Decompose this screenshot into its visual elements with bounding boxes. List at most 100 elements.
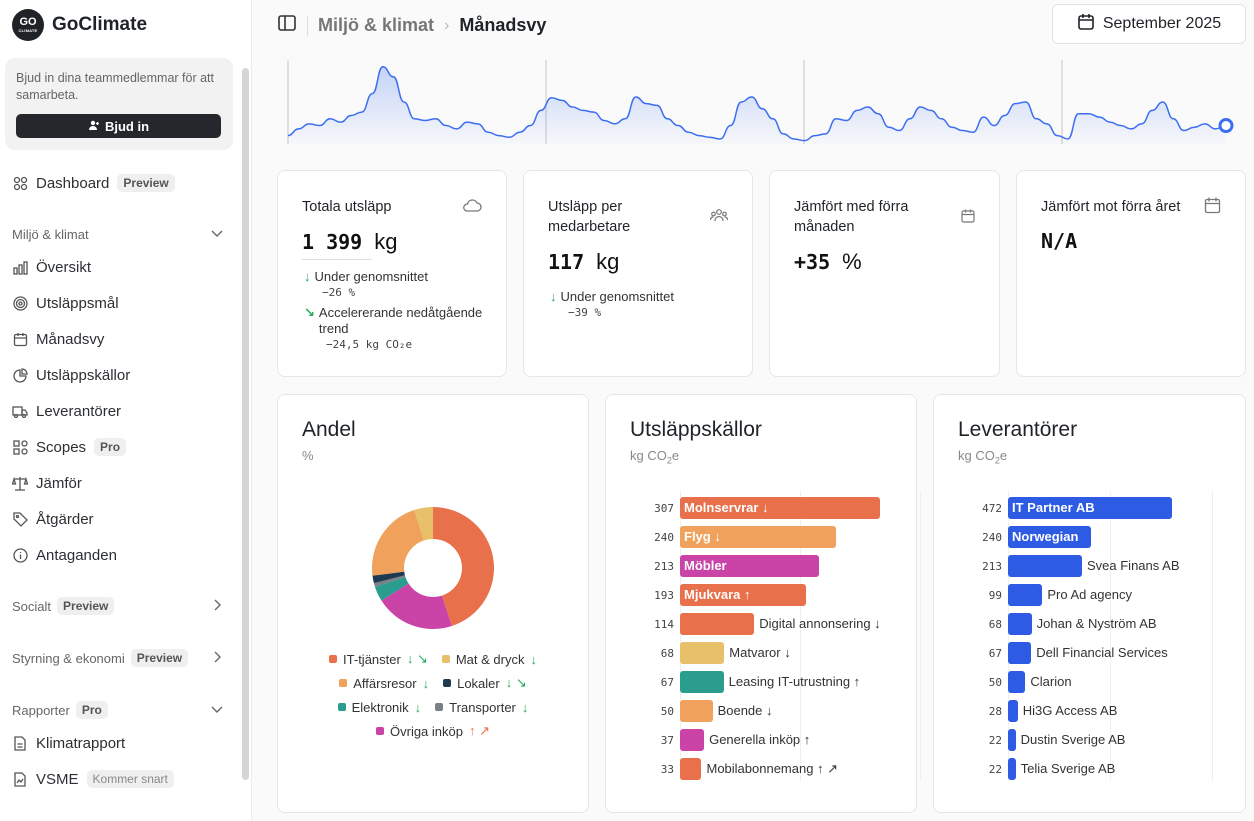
sidebar: GO CLIMATE GoClimate Bjud in dina teammed… (0, 0, 252, 821)
bar[interactable] (680, 526, 837, 548)
bar[interactable] (1008, 729, 1016, 751)
bar[interactable] (680, 555, 819, 577)
chevron-down-icon (210, 702, 224, 719)
bar-label: Dell Financial Services (1036, 645, 1168, 660)
nav-utslappskallor[interactable]: Utsläppskällor (12, 365, 130, 385)
legend-swatch (441, 655, 450, 663)
bar[interactable] (680, 613, 755, 635)
target-icon (12, 295, 28, 311)
nav-jamfor[interactable]: Jämför (12, 473, 82, 493)
legend-label: Transporter (449, 699, 516, 715)
gridline (680, 491, 681, 781)
section-rapporter[interactable]: Rapporter Pro (12, 701, 224, 719)
bar[interactable] (1008, 526, 1092, 548)
donut-slice-lokaler[interactable] (372, 571, 405, 584)
monthly-timeline-chart[interactable] (278, 52, 1246, 152)
bar[interactable] (680, 497, 880, 519)
bar-label: Generella inköp ↑ (709, 732, 811, 747)
bar[interactable] (680, 671, 724, 693)
section-miljo[interactable]: Miljö & klimat (12, 226, 224, 243)
timeline-area (288, 66, 1226, 144)
bar[interactable] (1008, 700, 1018, 722)
invite-button[interactable]: Bjud in (16, 114, 221, 138)
breadcrumb-manadsvy: Månadsvy (459, 15, 547, 35)
donut-slice-övriga-inköp[interactable] (381, 583, 452, 629)
chart-subtitle: kg CO2e (958, 448, 1008, 466)
brand[interactable]: GO CLIMATE GoClimate (12, 9, 147, 41)
bar[interactable] (1008, 758, 1016, 780)
nav-vsme[interactable]: VSME Kommer snart (12, 769, 174, 789)
document-chart-icon (12, 771, 28, 787)
section-rapporter-label: Rapporter (12, 702, 70, 718)
bar[interactable] (1008, 584, 1043, 606)
month-picker-button[interactable]: September 2025 (1052, 4, 1246, 44)
bar[interactable] (680, 758, 702, 780)
bar[interactable] (1008, 497, 1172, 519)
nav-manadsvy[interactable]: Månadsvy (12, 329, 104, 349)
bar-value: 114 (654, 618, 674, 631)
bar-label: Mjukvara ↑ (684, 587, 751, 602)
nav-klimatrapport[interactable]: Klimatrapport (12, 733, 125, 753)
bar-label: Möbler (684, 558, 727, 573)
nav-oversikt[interactable]: Översikt (12, 257, 91, 277)
bar-value: 67 (660, 676, 674, 689)
scale-icon (12, 475, 28, 491)
nav-label: Klimatrapport (36, 734, 126, 752)
donut-slice-elektronik[interactable] (374, 576, 409, 601)
bar[interactable] (1008, 555, 1082, 577)
legend-swatch (337, 703, 346, 711)
bar[interactable] (1008, 642, 1032, 664)
bar-label: Flyg ↓ (684, 529, 721, 544)
bar-value: 22 (988, 734, 1002, 747)
donut-slice-affärsresor[interactable] (372, 509, 425, 576)
nav-label: Jämför (36, 474, 82, 492)
bar[interactable] (1008, 613, 1032, 635)
nav-utslappsmal[interactable]: Utsläppsmål (12, 293, 119, 313)
legend-item[interactable]: Transporter ↓ (435, 700, 528, 715)
sidebar-scrollbar[interactable] (242, 68, 249, 780)
legend-item[interactable]: Elektronik ↓ (337, 700, 421, 715)
bar-label: Dustin Sverige AB (1020, 732, 1126, 747)
nav-dashboard[interactable]: Dashboard Preview (12, 173, 175, 193)
trend-below-average: ↓ Under genomsnittet −39 % (550, 289, 674, 319)
legend-item[interactable]: IT-tjänster ↓ ↘ (329, 651, 428, 667)
nav-atgarder[interactable]: Åtgärder (12, 509, 94, 529)
bar-value: 68 (660, 647, 674, 660)
legend-item[interactable]: Affärsresor ↓ (339, 676, 429, 691)
calendar-icon (961, 209, 975, 228)
legend-item[interactable]: Lokaler ↓ ↘ (443, 675, 527, 691)
nav-scopes[interactable]: Scopes Pro (12, 437, 127, 457)
invite-panel: Bjud in dina teammedlemmar för att samar… (5, 58, 233, 150)
preview-badge: Preview (57, 597, 115, 615)
legend-label: IT-tjänster (343, 651, 401, 667)
section-socialt[interactable]: Socialt Preview (12, 597, 224, 615)
bar-value: 99 (988, 589, 1002, 602)
bar[interactable] (680, 729, 705, 751)
invite-button-label: Bjud in (104, 118, 150, 134)
legend-item[interactable]: Mat & dryck ↓ (441, 652, 537, 667)
sidebar-toggle-icon[interactable] (277, 13, 297, 38)
donut-slice-mat-dryck[interactable] (414, 507, 433, 541)
breadcrumb-miljo[interactable]: Miljö & klimat (318, 15, 435, 35)
chart-subtitle: kg CO2e (630, 448, 680, 466)
chart-title: Leverantörer (958, 418, 1078, 441)
tag-icon (12, 511, 28, 527)
preview-badge: Preview (130, 649, 189, 667)
bar[interactable] (1008, 671, 1026, 693)
stat-value: 1 399 kg (302, 229, 398, 254)
donut-slice-it-tjänster[interactable] (433, 507, 494, 627)
bar[interactable] (680, 584, 806, 606)
nav-antaganden[interactable]: Antaganden (12, 545, 117, 565)
bar[interactable] (680, 700, 713, 722)
legend-swatch (329, 655, 338, 663)
nav-leverantorer[interactable]: Leverantörer (12, 401, 121, 421)
section-styrning[interactable]: Styrning & ekonomi Preview (12, 649, 224, 667)
gridline (920, 491, 921, 781)
bar[interactable] (680, 642, 725, 664)
brand-name: GoClimate (52, 14, 148, 35)
donut-chart[interactable] (278, 505, 590, 645)
legend-item[interactable]: Övriga inköp ↑ ↗ (376, 723, 490, 739)
chevron-right-icon (210, 650, 224, 667)
current-month-marker[interactable] (1218, 118, 1234, 134)
donut-slice-transporter[interactable] (373, 575, 406, 587)
